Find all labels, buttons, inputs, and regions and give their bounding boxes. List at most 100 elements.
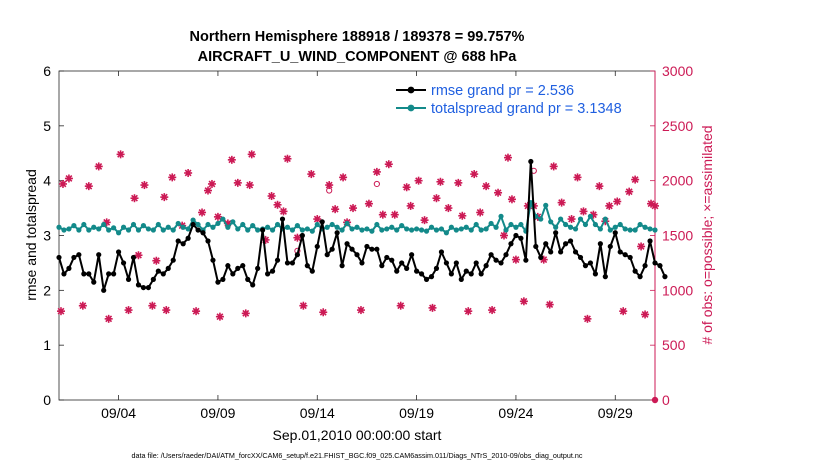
totalspread-point xyxy=(473,221,479,228)
totalspread-point xyxy=(438,226,445,232)
totalspread-point xyxy=(443,230,449,236)
rmse-point xyxy=(240,263,246,269)
totalspread-point xyxy=(592,221,599,228)
obs-assimilated-marker xyxy=(104,314,113,323)
obs-assimilated-marker xyxy=(549,162,558,171)
obs-assimilated-marker xyxy=(56,307,65,316)
totalspread-point xyxy=(389,224,395,230)
obs-assimilated-marker xyxy=(420,216,429,225)
rmse-point xyxy=(627,254,633,261)
rmse-point xyxy=(548,249,554,255)
obs-assimilated-marker xyxy=(339,173,348,182)
obs-assimilated-marker xyxy=(168,173,177,182)
totalspread-point xyxy=(374,221,380,228)
rmse-point xyxy=(76,252,82,258)
totalspread-point xyxy=(458,226,464,232)
rmse-point xyxy=(617,249,623,255)
rmse-point xyxy=(210,257,216,263)
rmse-point xyxy=(364,243,370,250)
totalspread-point xyxy=(155,221,161,228)
totalspread-point xyxy=(329,221,335,228)
obs-assimilated-marker xyxy=(390,210,399,219)
obs-assimilated-marker xyxy=(204,186,212,195)
totalspread-point xyxy=(294,223,300,229)
rmse-point xyxy=(498,260,504,266)
totalspread-point xyxy=(558,216,564,222)
totalspread-point xyxy=(339,227,345,233)
rmse-point xyxy=(587,260,594,266)
obs-assimilated-marker xyxy=(595,182,604,191)
totalspread-point xyxy=(91,224,97,230)
rmse-point xyxy=(61,271,67,277)
obs-assimilated-marker xyxy=(349,204,358,213)
totalspread-point xyxy=(572,226,579,232)
obs-assimilated-marker xyxy=(402,183,411,192)
legend-box xyxy=(388,79,650,119)
y-tick-label-right: 2000 xyxy=(662,173,693,189)
y-tick-label-right: 0 xyxy=(662,392,670,408)
totalspread-point xyxy=(314,221,320,228)
totalspread-point xyxy=(617,221,623,228)
obs-assimilated-marker xyxy=(454,178,463,187)
obs-possible-marker xyxy=(373,180,380,188)
obs-assimilated-marker xyxy=(470,170,479,179)
obs-assimilated-marker xyxy=(641,310,650,319)
obs-assimilated-marker xyxy=(273,200,282,209)
rmse-point xyxy=(294,252,300,258)
obs-assimilated-marker xyxy=(267,192,276,201)
rmse-point xyxy=(369,246,375,252)
rmse-point xyxy=(453,260,459,266)
totalspread-point xyxy=(334,224,340,230)
obs-count-markers xyxy=(56,150,659,404)
totalspread-point xyxy=(76,227,82,233)
totalspread-point xyxy=(503,227,509,233)
obs-assimilated-marker xyxy=(213,212,222,221)
legend-rmse-marker xyxy=(407,86,415,94)
obs-assimilated-marker xyxy=(507,195,516,204)
rmse-point xyxy=(185,235,191,241)
obs-assimilated-marker xyxy=(245,181,254,190)
rmse-point xyxy=(389,257,395,263)
rmse-point xyxy=(572,249,579,255)
rmse-series xyxy=(56,158,668,293)
totalspread-point xyxy=(135,227,142,233)
obs-assimilated-marker xyxy=(207,179,216,188)
totalspread-point xyxy=(185,226,191,232)
legend-rmse-label: rmse grand pr = 2.536 xyxy=(431,83,574,99)
rmse-point xyxy=(205,238,211,244)
totalspread-point xyxy=(116,230,122,236)
rmse-point xyxy=(86,271,92,277)
rmse-point xyxy=(592,271,599,277)
totalspread-point xyxy=(414,226,420,232)
obs-assimilated-marker xyxy=(124,306,133,315)
totalspread-point xyxy=(175,220,181,227)
obs-assimilated-marker xyxy=(293,233,302,242)
totalspread-point xyxy=(463,224,469,230)
obs-assimilated-marker xyxy=(545,300,554,309)
totalspread-point xyxy=(56,224,62,230)
obs-assimilated-marker xyxy=(283,154,292,163)
rmse-point xyxy=(602,274,608,280)
rmse-point xyxy=(165,265,171,271)
obs-possible-marker xyxy=(326,187,333,194)
rmse-point xyxy=(66,265,72,271)
rmse-point xyxy=(265,271,271,277)
totalspread-point xyxy=(364,226,370,232)
rmse-point xyxy=(329,246,335,252)
chart-subtitle: AIRCRAFT_U_WIND_COMPONENT @ 688 hPa xyxy=(198,49,518,65)
rmse-point xyxy=(175,238,181,244)
totalspread-point xyxy=(548,219,554,225)
totalspread-point xyxy=(448,224,454,230)
rmse-point xyxy=(130,254,137,261)
obs-assimilated-marker xyxy=(94,162,103,171)
rmse-point xyxy=(597,241,603,247)
x-tick-label: 09/14 xyxy=(300,405,335,421)
totalspread-point xyxy=(255,227,261,233)
totalspread-point xyxy=(96,226,102,232)
totalspread-point xyxy=(210,224,216,230)
rmse-point xyxy=(468,271,474,277)
rmse-point xyxy=(140,284,147,291)
rmse-point xyxy=(260,227,266,233)
rmse-point xyxy=(513,232,519,239)
totalspread-point xyxy=(125,227,132,233)
